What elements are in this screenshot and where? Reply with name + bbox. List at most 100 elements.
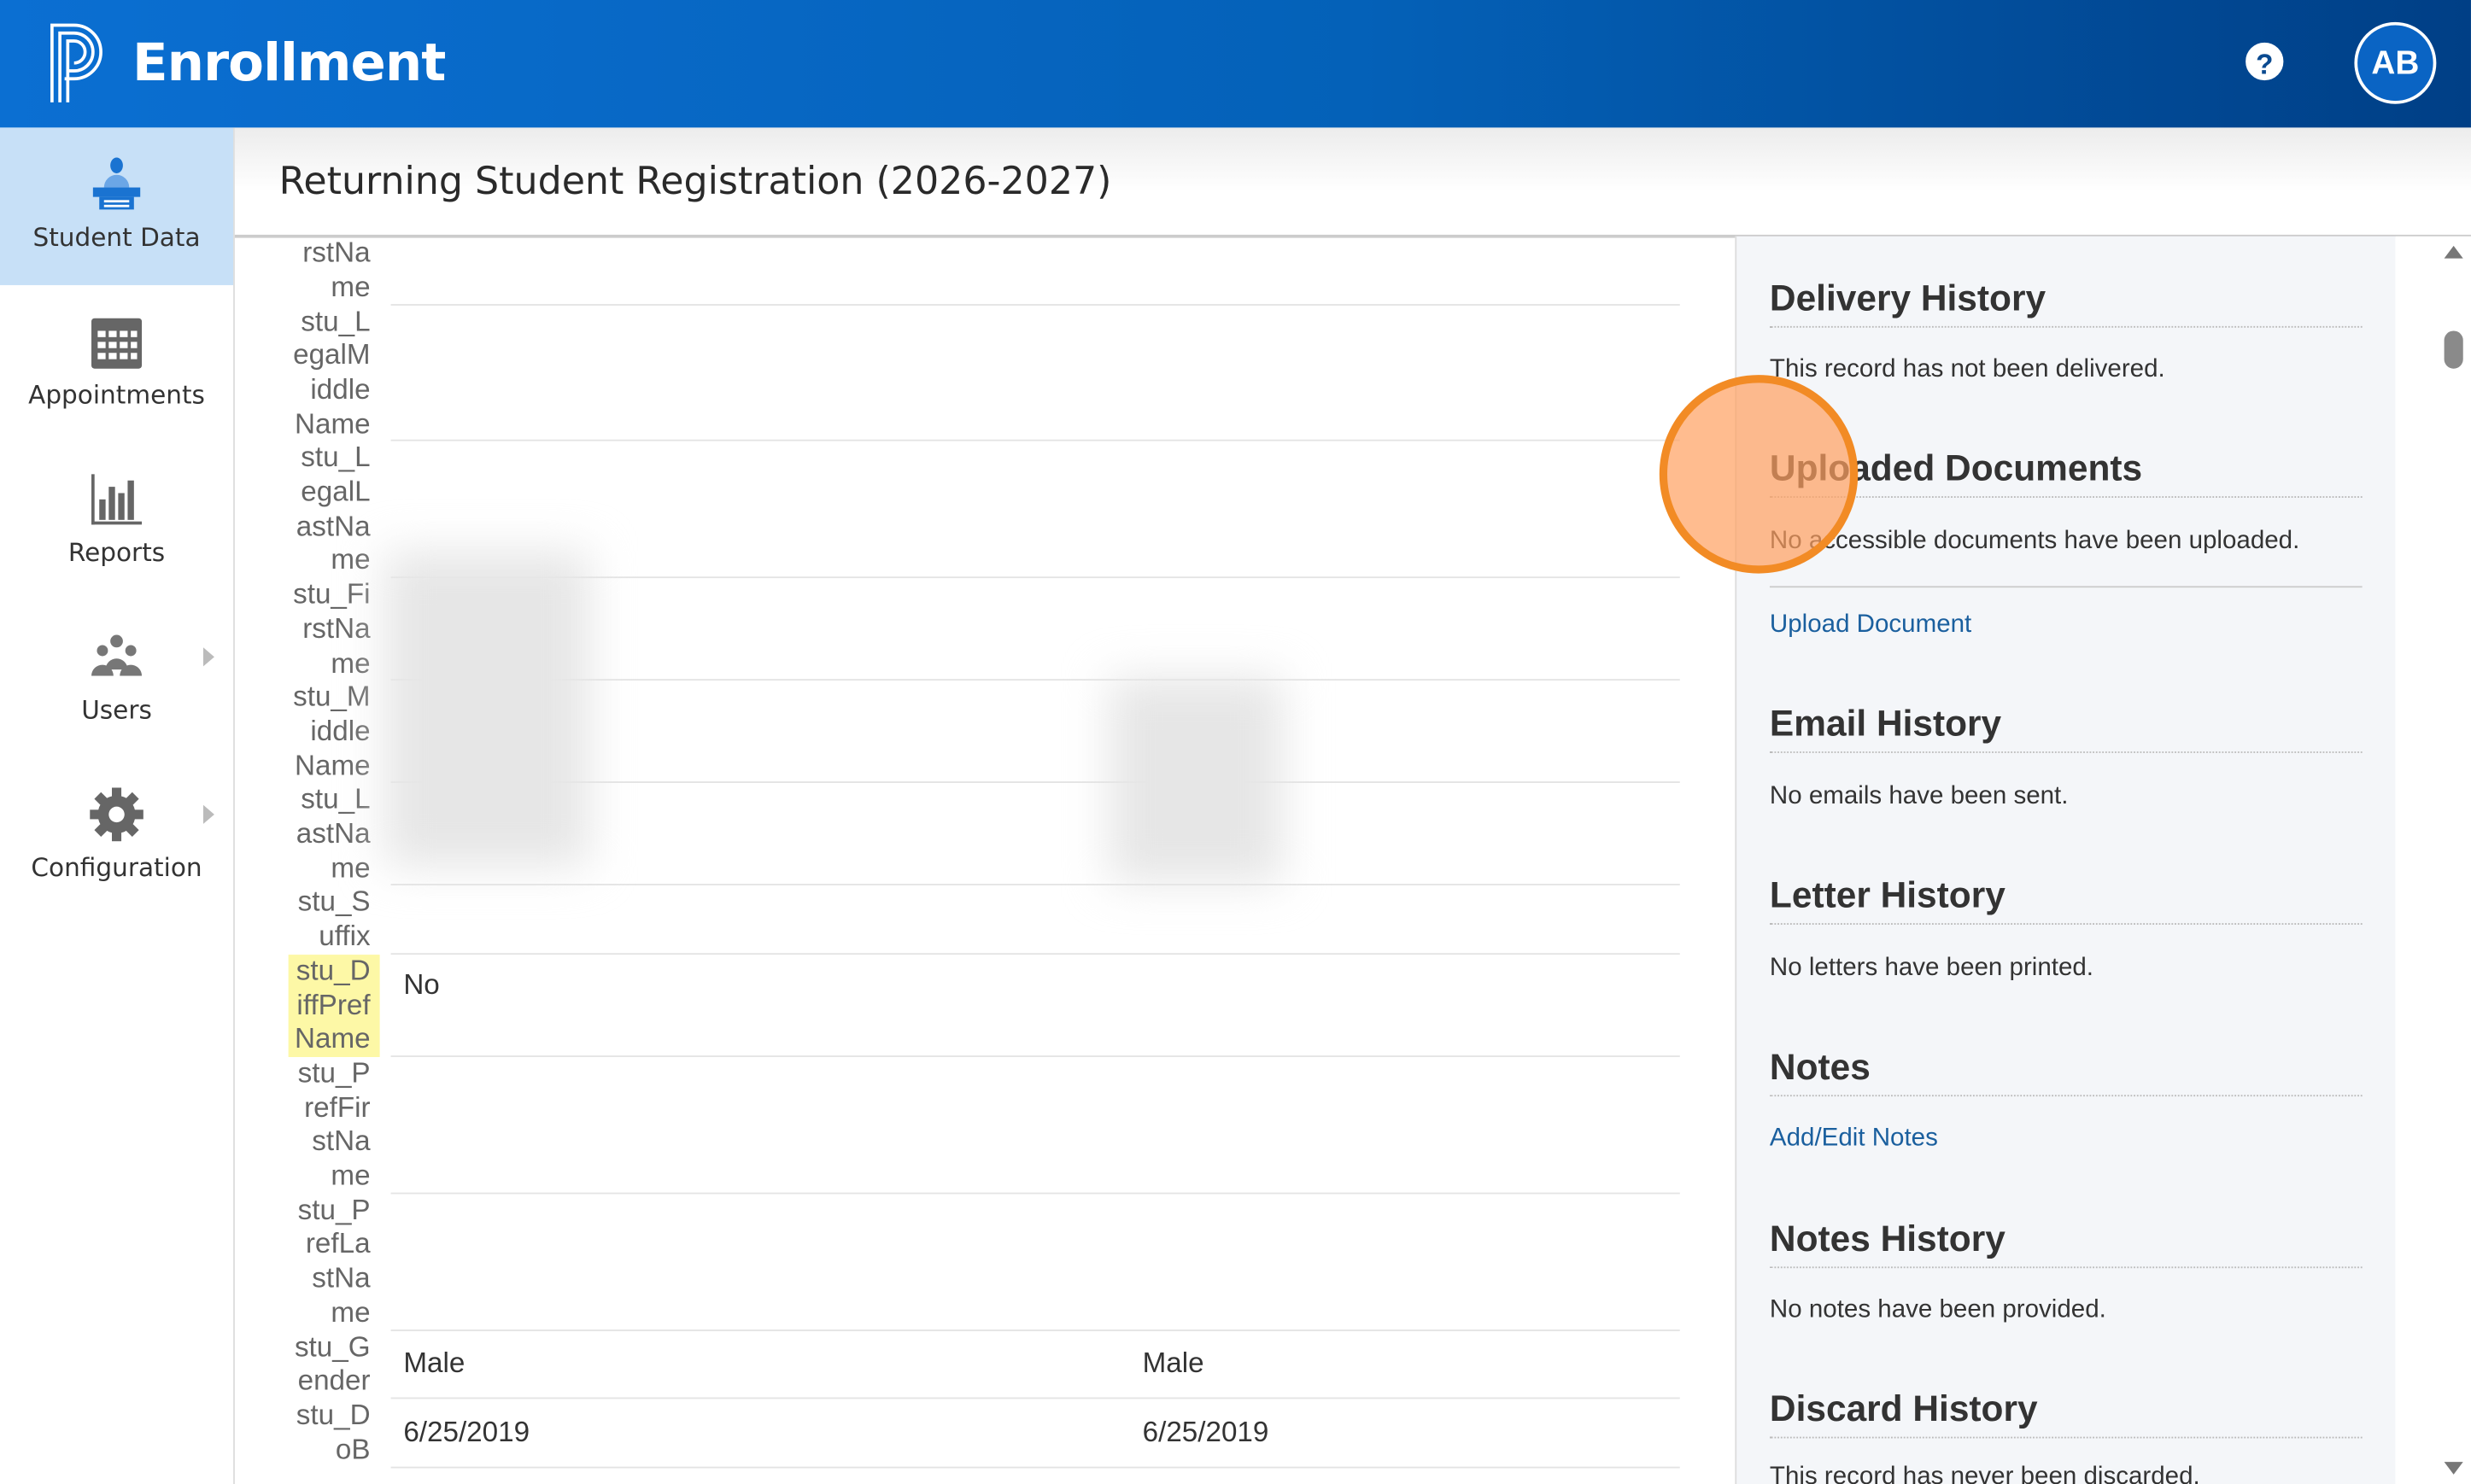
delivery-history-heading: Delivery History: [1769, 278, 2363, 328]
uploaded-documents-text: No accessible documents have been upload…: [1769, 528, 2300, 555]
table-row: stu_G: [235, 1468, 1735, 1484]
field-label-line: me: [331, 851, 371, 884]
current-value: Male: [1142, 1347, 1204, 1379]
field-label-line: oB: [335, 1433, 371, 1465]
field-label-line: uffix: [319, 920, 371, 952]
field-label: stu_D iffPref Name: [288, 954, 380, 1057]
sidebar-item-reports[interactable]: Reports: [0, 442, 233, 600]
sidebar-item-student-data[interactable]: Student Data: [0, 127, 234, 285]
user-avatar[interactable]: AB: [2354, 21, 2437, 104]
sidebar-item-label: Reports: [67, 537, 166, 568]
discard-history-heading: Discard History: [1769, 1388, 2363, 1439]
notes-history-text: No notes have been provided.: [1769, 1296, 2106, 1323]
sidebar-item-label: Student Data: [32, 222, 201, 253]
field-label: stu_Fi rstNa me: [289, 578, 380, 681]
field-label-line: stu_L: [301, 783, 371, 815]
scroll-up-arrow-icon[interactable]: [2444, 245, 2463, 259]
click-indicator: [1659, 375, 1859, 574]
vertical-scrollbar[interactable]: [2395, 236, 2471, 1484]
row-divider: [390, 781, 1680, 784]
field-label-line: stu_L: [301, 305, 371, 336]
notes-heading: Notes: [1769, 1046, 2363, 1097]
field-label-line: astNa: [296, 510, 371, 542]
email-history-heading: Email History: [1769, 703, 2363, 753]
table-row: stu_L egalM iddle Name: [235, 305, 1735, 442]
field-label-line: stu_Fi: [293, 578, 371, 611]
sidebar-item-label: Configuration: [31, 852, 202, 883]
upload-document-link[interactable]: Upload Document: [1769, 611, 1972, 639]
users-icon: [91, 634, 143, 676]
chevron-right-icon: [203, 647, 214, 667]
row-divider: [390, 1329, 1680, 1331]
field-label: stu_L egalM iddle Name: [289, 305, 380, 441]
field-label-line: Name: [294, 749, 371, 781]
page-title: Returning Student Registration (2026-202…: [278, 159, 1112, 204]
table-row: stu_G ender Male Male: [235, 1330, 1735, 1399]
page-title-bar: Returning Student Registration (2026-202…: [234, 127, 2471, 238]
field-label: stu_G ender: [289, 1330, 380, 1399]
scroll-down-arrow-icon[interactable]: [2444, 1462, 2463, 1475]
row-divider: [390, 1397, 1680, 1399]
table-row: stu_L egalL astNa me: [235, 441, 1735, 579]
table-row: stu_M iddle Name: [235, 681, 1735, 784]
field-label: stu_D oB: [289, 1399, 380, 1468]
table-row: stu_S uffix: [235, 886, 1735, 955]
row-divider: [390, 303, 1680, 306]
row-divider: [390, 576, 1680, 579]
field-label-line: stu_M: [293, 681, 371, 713]
chevron-right-icon: [203, 804, 214, 824]
help-icon[interactable]: ?: [2246, 42, 2284, 81]
field-label-line: egalL: [301, 476, 371, 508]
field-label-line: stu_D: [296, 1399, 371, 1431]
field-label-line: iddle: [310, 715, 371, 747]
field-label-line: stu_D: [296, 954, 371, 986]
table-row: rstNa me: [235, 237, 1735, 306]
field-label-line: iffPref: [296, 988, 371, 1020]
field-label-line: stNa: [312, 1125, 371, 1157]
sidebar-item-label: Users: [81, 694, 152, 725]
letter-history-heading: Letter History: [1769, 874, 2363, 926]
field-label-line: iddle: [310, 373, 371, 405]
row-divider: [390, 884, 1680, 886]
row-divider: [390, 1055, 1680, 1057]
submitted-value: Male: [403, 1347, 466, 1379]
powerschool-logo: [50, 23, 102, 102]
field-label-line: me: [331, 1160, 371, 1191]
letter-history-text: No letters have been printed.: [1769, 955, 2094, 982]
row-divider: [390, 952, 1680, 955]
redacted-blur: [384, 551, 590, 867]
field-label-line: me: [331, 270, 371, 302]
table-row: stu_Fi rstNa me: [235, 578, 1735, 681]
delivery-history-text: This record has not been delivered.: [1769, 355, 2165, 383]
row-divider: [390, 1192, 1680, 1195]
gear-icon: [90, 787, 143, 842]
field-label-line: egalM: [293, 339, 371, 371]
uploaded-documents-heading: Uploaded Documents: [1769, 447, 2363, 499]
notes-history-heading: Notes History: [1769, 1218, 2363, 1269]
field-label-line: refFir: [304, 1090, 371, 1123]
field-label: stu_P refLa stNa me: [289, 1194, 380, 1330]
table-row: stu_P refLa stNa me: [235, 1194, 1735, 1331]
field-label-line: stu_L: [301, 441, 371, 474]
field-label-line: stNa: [312, 1262, 371, 1294]
table-row: stu_P refFir stNa me: [235, 1057, 1735, 1195]
field-label: stu_M iddle Name: [289, 681, 380, 783]
field-label: stu_L egalL astNa me: [289, 441, 380, 578]
field-label: stu_P refFir stNa me: [289, 1057, 380, 1194]
row-divider: [390, 679, 1680, 681]
app-header: Enrollment ? AB: [0, 0, 2471, 128]
scrollbar-thumb[interactable]: [2444, 330, 2463, 369]
row-divider: [390, 1465, 1680, 1468]
registration-field-table: rstNa me stu_L egalM iddle Name stu_L egalL astN…: [235, 237, 1735, 1484]
field-label: stu_S uffix: [289, 886, 380, 955]
sidebar-item-appointments[interactable]: Appointments: [0, 285, 233, 443]
email-history-text: No emails have been sent.: [1769, 782, 2069, 810]
sidebar-item-label: Appointments: [28, 379, 205, 410]
redacted-blur: [1109, 677, 1283, 883]
sidebar: Student Data Appointments Reports Users …: [0, 127, 235, 1484]
sidebar-item-configuration[interactable]: Configuration: [0, 757, 233, 915]
add-edit-notes-link[interactable]: Add/Edit Notes: [1769, 1125, 1938, 1152]
sidebar-item-users[interactable]: Users: [0, 600, 233, 758]
field-label: rstNa me: [289, 237, 380, 305]
submitted-value: 6/25/2019: [403, 1416, 530, 1448]
